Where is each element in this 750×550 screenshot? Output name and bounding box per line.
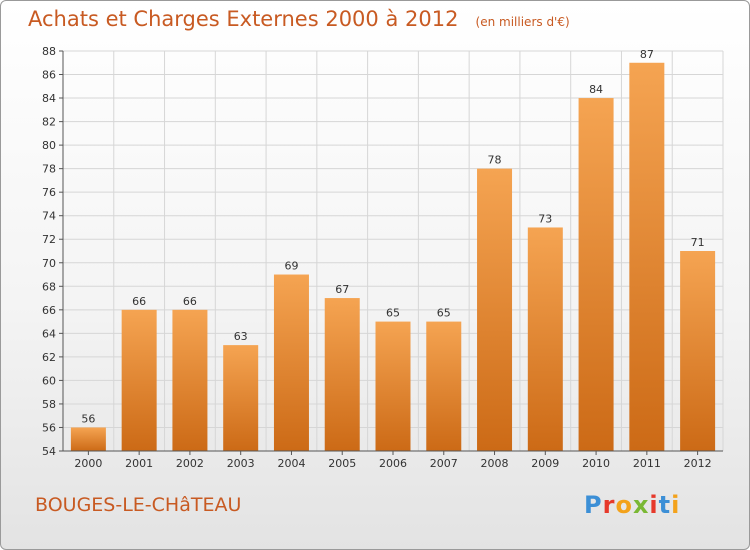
y-tick-label: 80 xyxy=(42,139,56,152)
bar xyxy=(527,227,563,451)
bar-value-label: 69 xyxy=(284,260,298,273)
y-tick-label: 72 xyxy=(42,233,56,246)
bar-value-label: 87 xyxy=(640,48,654,61)
bar-value-label: 67 xyxy=(335,283,349,296)
y-tick-label: 62 xyxy=(42,351,56,364)
x-tick-label: 2000 xyxy=(74,457,102,470)
y-tick-label: 64 xyxy=(42,327,56,340)
x-tick-label: 2003 xyxy=(227,457,255,470)
y-tick-label: 54 xyxy=(42,445,56,458)
bar xyxy=(629,62,665,451)
axes: 54 56 58 60 62 64 66 68 70 72 74 76 78 80 82 84 86 88 2000… xyxy=(42,45,723,470)
bar xyxy=(477,168,513,451)
y-tick-label: 84 xyxy=(42,92,56,105)
x-tick-label: 2011 xyxy=(633,457,661,470)
bar xyxy=(172,309,208,451)
x-tick-label: 2001 xyxy=(125,457,153,470)
x-tick-label: 2004 xyxy=(277,457,305,470)
bar xyxy=(578,98,614,451)
brand-letter: i xyxy=(649,491,659,519)
title-row: Achats et Charges Externes 2000 à 2012 (… xyxy=(28,7,570,31)
bar-value-label: 56 xyxy=(81,412,95,425)
y-tick-label: 76 xyxy=(42,186,56,199)
brand-letter: P xyxy=(584,491,603,519)
bar xyxy=(324,298,360,451)
x-tick-label: 2002 xyxy=(176,457,204,470)
y-tick-label: 78 xyxy=(42,163,56,176)
bar xyxy=(273,274,309,451)
x-tick-label: 2005 xyxy=(328,457,356,470)
bar-value-label: 66 xyxy=(183,295,197,308)
x-tick-label: 2012 xyxy=(684,457,712,470)
bar xyxy=(223,345,259,451)
bar-value-label: 78 xyxy=(488,154,502,167)
x-tick-label: 2010 xyxy=(582,457,610,470)
bar xyxy=(70,427,106,451)
place-name: BOUGES-LE-CHâTEAU xyxy=(35,494,242,516)
bar-value-label: 71 xyxy=(691,236,705,249)
y-tick-label: 88 xyxy=(42,45,56,58)
bar-value-label: 84 xyxy=(589,83,603,96)
bar-value-label: 63 xyxy=(234,330,248,343)
bar xyxy=(375,321,411,451)
bar xyxy=(426,321,462,451)
y-tick-label: 58 xyxy=(42,398,56,411)
chart-subtitle: (en milliers d'€) xyxy=(475,15,570,29)
y-tick-label: 74 xyxy=(42,210,56,223)
bar-value-label: 73 xyxy=(538,212,552,225)
x-tick-label: 2008 xyxy=(481,457,509,470)
x-tick-label: 2006 xyxy=(379,457,407,470)
y-tick-label: 70 xyxy=(42,257,56,270)
chart-title: Achats et Charges Externes 2000 à 2012 xyxy=(28,7,459,31)
y-tick-label: 56 xyxy=(42,421,56,434)
brand-letter: o xyxy=(615,491,633,519)
y-tick-label: 68 xyxy=(42,280,56,293)
bar-value-label: 65 xyxy=(386,307,400,320)
brand-logo: Proxiti xyxy=(584,491,680,519)
y-tick-label: 86 xyxy=(42,69,56,82)
x-tick-label: 2007 xyxy=(430,457,458,470)
bar xyxy=(121,309,157,451)
bar-value-label: 66 xyxy=(132,295,146,308)
brand-letter: t xyxy=(658,491,672,519)
bars: 56 66 66 63 69 67 65 65 78 73 84 87 71 xyxy=(70,48,716,451)
x-tick-label: 2009 xyxy=(531,457,559,470)
y-tick-label: 66 xyxy=(42,304,56,317)
y-tick-label: 82 xyxy=(42,116,56,129)
bar-value-label: 65 xyxy=(437,307,451,320)
brand-letter: x xyxy=(632,491,650,519)
brand-letter: r xyxy=(602,491,616,519)
bar xyxy=(680,251,716,451)
brand-letter: i xyxy=(671,491,681,519)
y-tick-label: 60 xyxy=(42,374,56,387)
